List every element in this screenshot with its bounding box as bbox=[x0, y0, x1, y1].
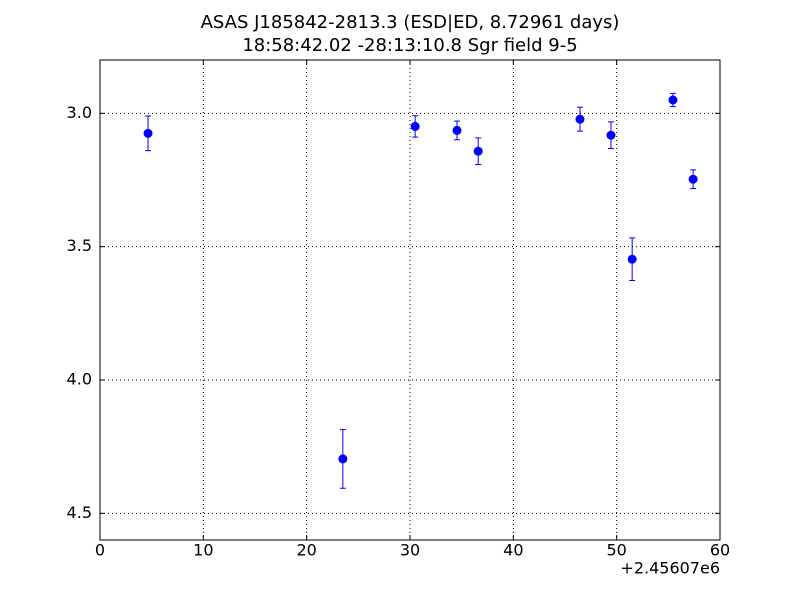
x-tick-label: 50 bbox=[606, 541, 626, 560]
y-tick-label: 4.0 bbox=[67, 370, 92, 389]
chart-title: ASAS J185842-2813.3 (ESD|ED, 8.72961 day… bbox=[201, 12, 620, 33]
chart-subtitle: 18:58:42.02 -28:13:10.8 Sgr field 9-5 bbox=[242, 35, 577, 56]
data-point bbox=[452, 125, 462, 135]
axes-frame bbox=[99, 59, 721, 541]
x-tick-label: 40 bbox=[503, 541, 523, 560]
x-tick-label: 0 bbox=[95, 541, 105, 560]
data-point bbox=[668, 95, 678, 105]
x-tick-label: 60 bbox=[710, 541, 730, 560]
data-point bbox=[688, 174, 698, 184]
data-point bbox=[627, 254, 637, 264]
data-point bbox=[473, 146, 483, 156]
data-point bbox=[575, 114, 585, 124]
data-point bbox=[143, 128, 153, 138]
x-tick-label: 20 bbox=[296, 541, 316, 560]
y-tick-label: 3.5 bbox=[67, 236, 92, 255]
x-tick-label: 30 bbox=[400, 541, 420, 560]
y-tick-label: 3.0 bbox=[67, 103, 92, 122]
x-tick-label: 10 bbox=[193, 541, 213, 560]
data-point bbox=[606, 130, 616, 140]
x-offset-label: +2.45607e6 bbox=[620, 559, 720, 578]
data-point bbox=[338, 454, 348, 464]
data-point bbox=[410, 121, 420, 131]
y-tick-label: 4.5 bbox=[67, 503, 92, 522]
